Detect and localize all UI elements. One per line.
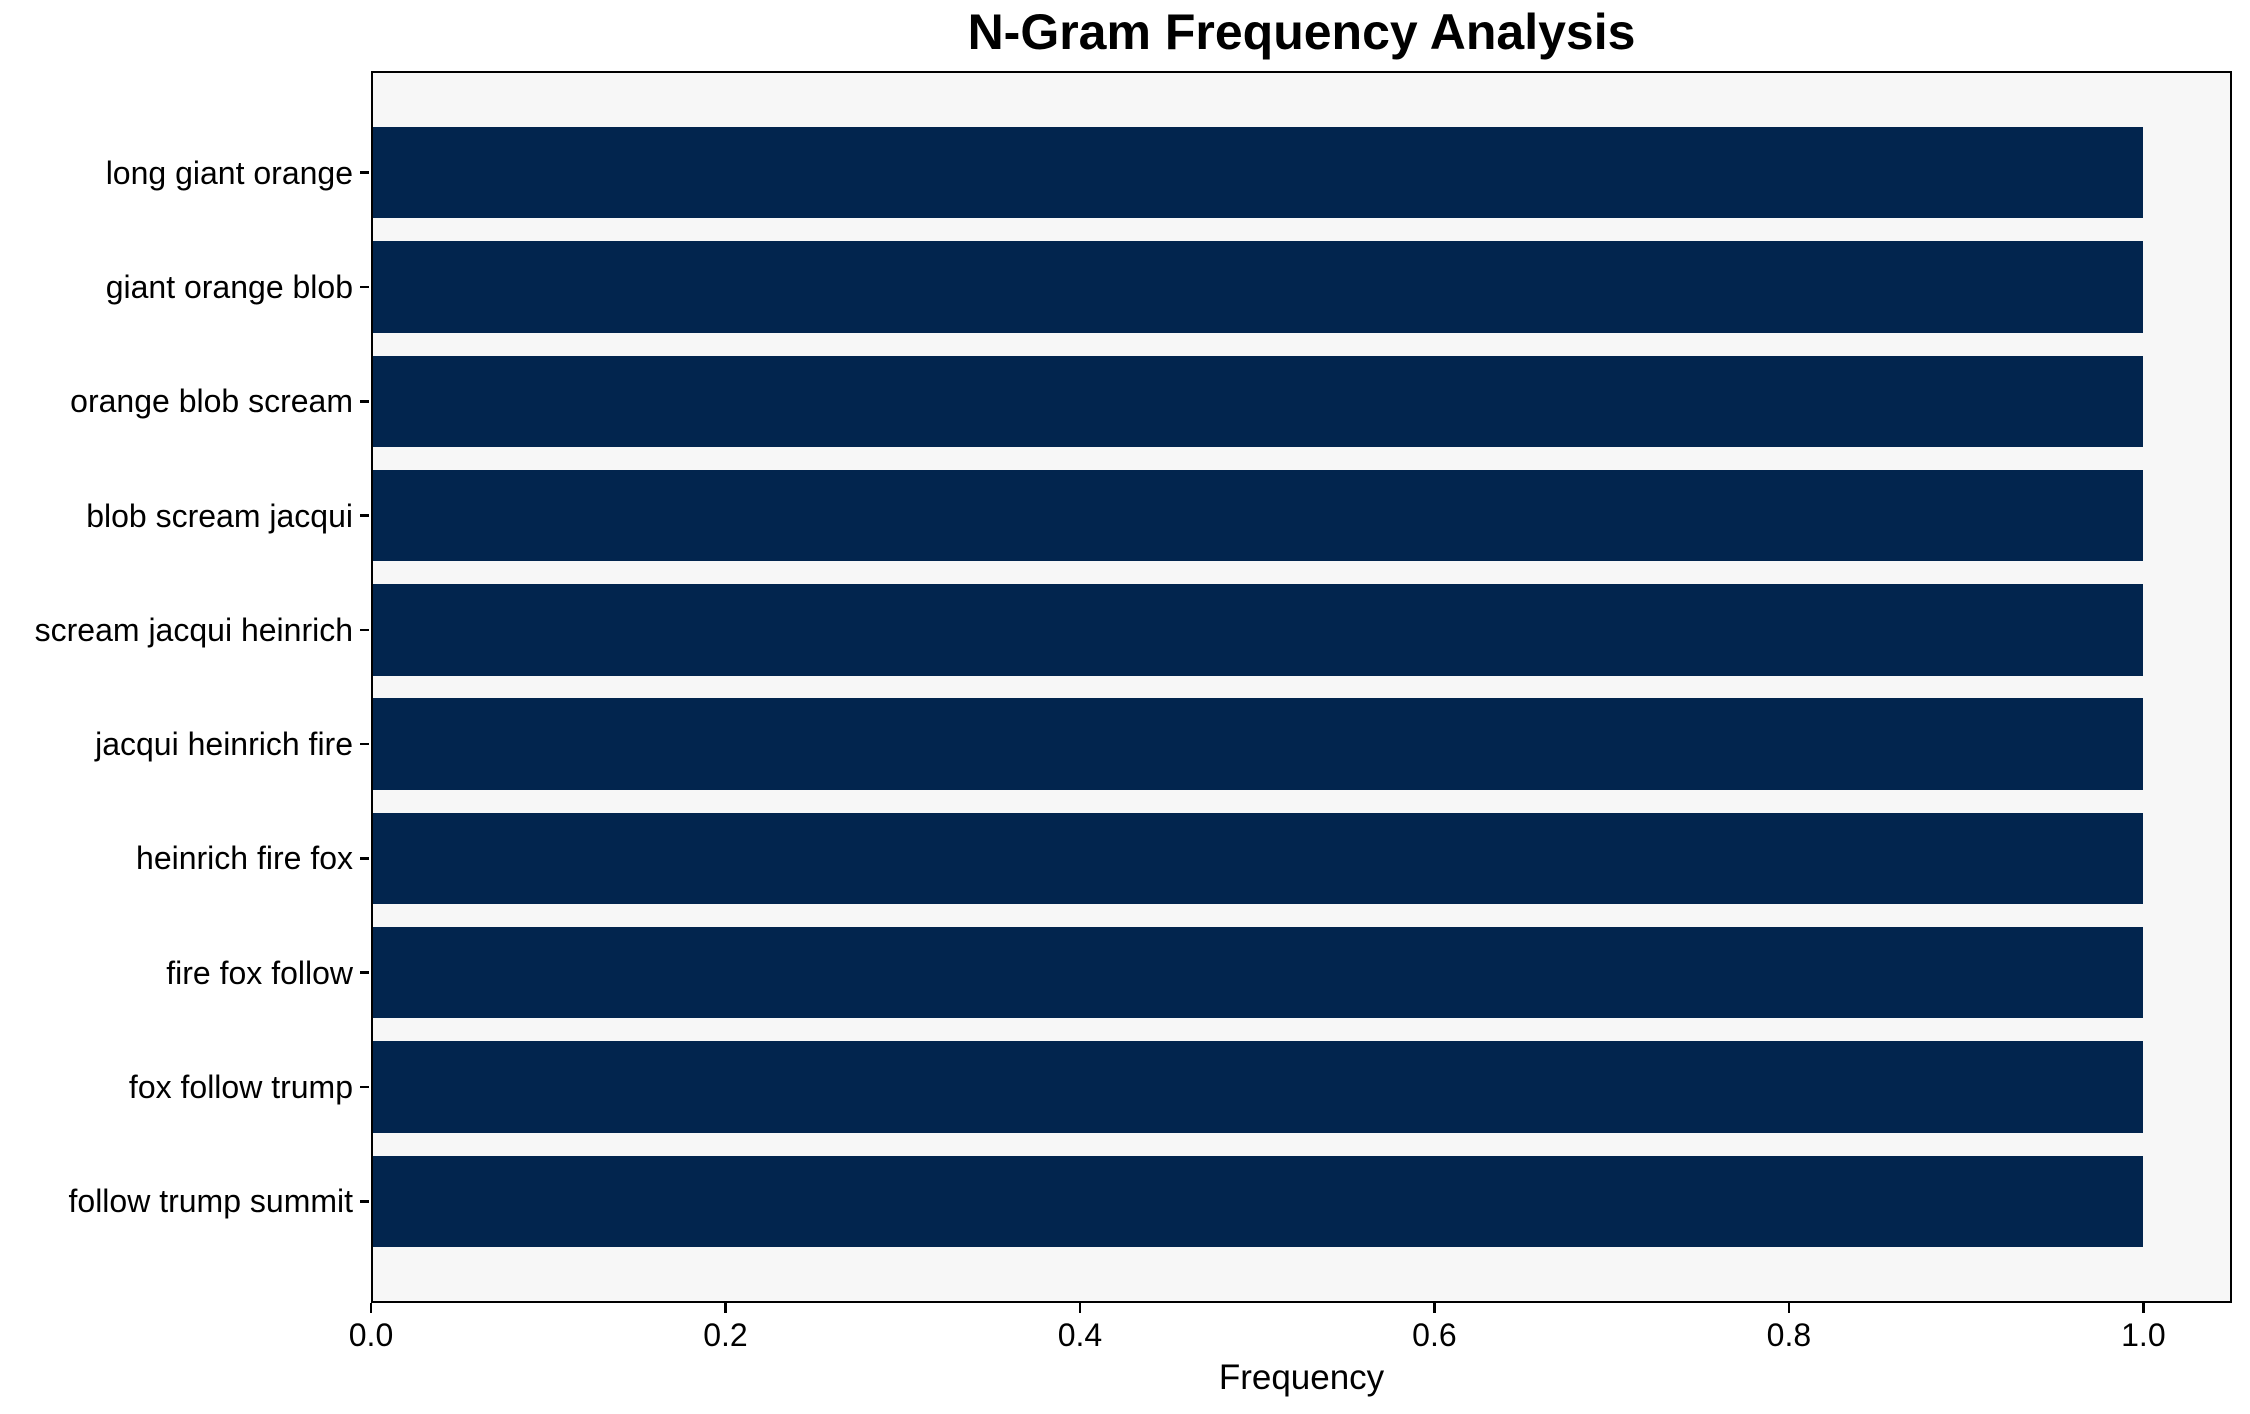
y-tick-label: giant orange blob: [105, 269, 353, 305]
y-tick-mark: [360, 857, 369, 860]
y-tick-mark: [360, 514, 369, 517]
y-tick-mark: [360, 971, 369, 974]
x-axis-label: Frequency: [1218, 1358, 1385, 1397]
y-tick-mark: [360, 1200, 369, 1203]
x-tick-label: 1.0: [2121, 1317, 2166, 1353]
bar: [371, 241, 2144, 333]
bar: [371, 1155, 2144, 1247]
bar: [371, 698, 2144, 790]
x-tick-label: 0.2: [703, 1317, 748, 1353]
y-tick-mark: [360, 742, 369, 746]
y-tick-label: orange blob scream: [70, 383, 353, 420]
x-tick-mark: [1078, 1303, 1082, 1313]
y-tick-label: blob scream jacqui: [86, 497, 353, 534]
bar: [371, 127, 2144, 219]
x-tick-label: 0.8: [1766, 1317, 1812, 1353]
x-tick-label: 0.4: [1057, 1317, 1103, 1353]
x-tick-label: 0.0: [348, 1317, 394, 1353]
bar: [371, 469, 2144, 562]
x-tick-mark: [369, 1303, 373, 1313]
y-tick-label: heinrich fire fox: [136, 840, 353, 877]
bar: [371, 927, 2144, 1019]
x-tick-mark: [1433, 1303, 1436, 1313]
x-tick-mark: [724, 1303, 727, 1313]
bar: [371, 355, 2144, 447]
y-tick-mark: [360, 285, 369, 289]
y-tick-label: scream jacqui heinrich: [34, 611, 353, 648]
x-tick-mark: [1787, 1303, 1791, 1313]
y-tick-mark: [360, 400, 369, 403]
bar: [371, 584, 2144, 676]
x-tick-mark: [2142, 1303, 2145, 1313]
bar: [371, 812, 2144, 905]
y-tick-label: fox follow trump: [128, 1069, 353, 1105]
y-tick-label: long giant orange: [105, 154, 353, 191]
y-tick-label: fire fox follow: [166, 954, 353, 991]
bar: [371, 1041, 2144, 1133]
y-tick-mark: [360, 628, 369, 632]
plot-area: [371, 71, 2232, 1303]
chart-title: N-Gram Frequency Analysis: [967, 4, 1636, 60]
x-tick-label: 0.6: [1412, 1317, 1457, 1353]
y-tick-mark: [360, 1085, 369, 1089]
y-tick-label: follow trump summit: [68, 1183, 354, 1220]
y-tick-mark: [360, 171, 369, 174]
y-tick-label: jacqui heinrich fire: [95, 726, 353, 763]
